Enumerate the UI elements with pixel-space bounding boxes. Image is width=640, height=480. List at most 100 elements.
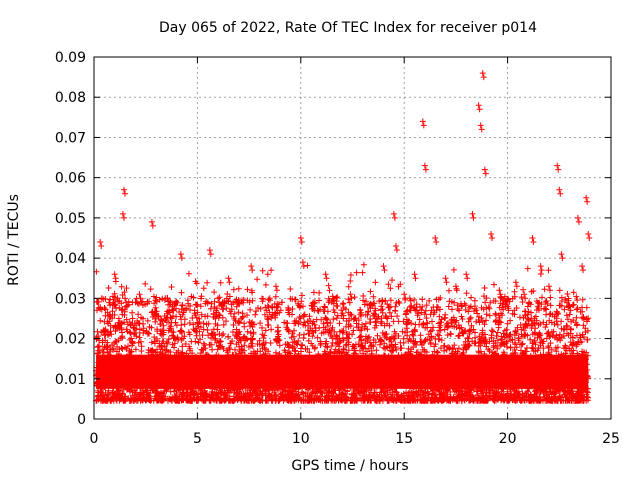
data-point	[94, 371, 101, 378]
data-point	[248, 263, 255, 270]
data-point	[476, 106, 483, 113]
data-point	[359, 367, 366, 374]
data-point	[480, 74, 487, 81]
y-tick-label: 0.05	[55, 211, 86, 227]
data-point	[586, 234, 593, 241]
data-point	[402, 295, 409, 302]
data-point	[489, 234, 496, 241]
data-point	[559, 255, 566, 262]
data-point	[373, 315, 380, 322]
data-point	[529, 235, 536, 241]
data-point	[392, 243, 399, 250]
data-point	[207, 251, 214, 258]
data-point	[433, 239, 440, 245]
data-point	[482, 170, 489, 177]
data-point	[336, 343, 343, 350]
data-point	[566, 303, 573, 310]
data-point	[300, 263, 307, 270]
plot-frame	[93, 56, 612, 420]
tick-labels: 0 0.01 0.02 0.03 0.04 0.05 0.06 0.07 0.08 0.09 0 5 1…	[55, 50, 620, 447]
data-point	[558, 251, 565, 258]
data-point	[97, 239, 104, 246]
data-point	[170, 307, 177, 314]
data-point	[585, 230, 592, 237]
data-point	[443, 279, 450, 286]
data-point	[381, 267, 388, 274]
data-point	[322, 271, 329, 278]
data-point	[112, 275, 119, 282]
data-point	[106, 359, 113, 366]
x-tick-label: 15	[395, 431, 413, 447]
y-tick-label: 0.04	[55, 251, 86, 267]
chart-title: Day 065 of 2022, Rate Of TEC Index for r…	[159, 20, 537, 36]
data-point	[311, 303, 318, 310]
data-point	[347, 291, 354, 298]
data-point	[159, 327, 166, 334]
data-point	[299, 259, 306, 266]
data-point	[575, 218, 582, 225]
data-point	[235, 331, 242, 338]
data-point	[513, 283, 520, 290]
data-point	[285, 307, 292, 314]
data-point	[481, 166, 488, 173]
data-point	[579, 263, 586, 270]
data-point	[177, 251, 184, 258]
data-point	[479, 70, 486, 77]
data-point	[249, 267, 256, 274]
data-point	[206, 247, 213, 254]
data-point	[505, 307, 512, 314]
data-point	[545, 283, 552, 290]
data-point	[298, 239, 305, 245]
data-point	[111, 271, 118, 278]
data-point	[216, 299, 223, 306]
data-point	[497, 291, 504, 298]
data-point	[149, 222, 156, 229]
data-point	[120, 214, 127, 221]
data-point	[123, 299, 130, 306]
x-tick-label: 25	[602, 431, 620, 447]
data-point	[160, 331, 167, 338]
data-point	[470, 214, 477, 221]
data-point	[538, 267, 545, 274]
x-axis-label: GPS time / hours	[291, 458, 408, 474]
data-point	[215, 295, 222, 302]
data-point	[178, 255, 185, 262]
x-tick-label: 0	[90, 431, 99, 447]
data-point	[477, 122, 484, 129]
data-point	[261, 355, 268, 362]
data-point	[583, 194, 590, 201]
data-point	[136, 291, 143, 298]
data-point	[137, 295, 144, 302]
data-point	[422, 166, 429, 173]
data-point	[522, 295, 529, 302]
data-point	[122, 295, 129, 302]
data-point	[195, 323, 202, 330]
data-point	[530, 239, 537, 245]
data-point	[128, 335, 135, 342]
data-point	[236, 335, 243, 342]
data-point	[120, 186, 127, 193]
data-point	[360, 371, 367, 378]
data-point	[226, 279, 233, 286]
data-point	[411, 271, 418, 278]
data-point	[555, 166, 562, 173]
data-point	[478, 126, 485, 133]
data-point	[475, 102, 482, 109]
data-point	[442, 275, 449, 282]
data-point	[105, 355, 112, 362]
data-point	[335, 339, 342, 346]
y-tick-label: 0	[77, 412, 86, 428]
data-point	[119, 210, 126, 217]
data-point	[297, 235, 304, 241]
data-point	[260, 351, 267, 358]
data-point	[496, 287, 503, 294]
data-point	[372, 311, 379, 318]
y-axis-label: ROTI / TECUs	[6, 194, 22, 286]
data-point	[187, 347, 194, 354]
data-point	[310, 299, 317, 306]
data-point	[432, 235, 439, 241]
data-point	[574, 214, 581, 221]
data-point	[567, 307, 574, 314]
data-point	[102, 331, 109, 338]
